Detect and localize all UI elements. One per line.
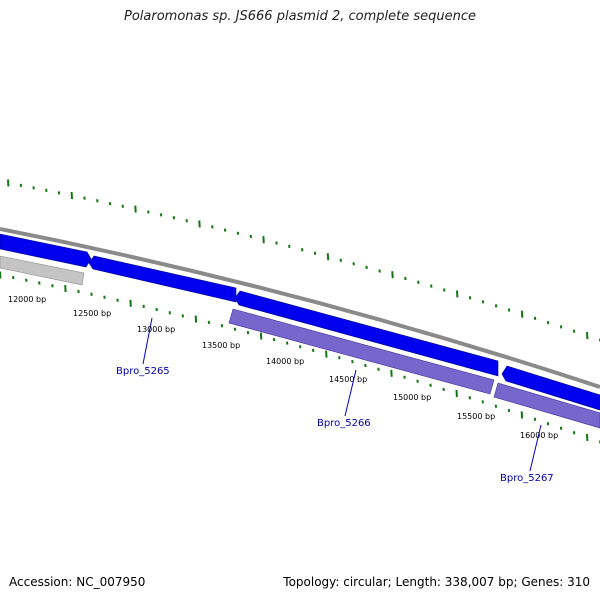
gene-reverse-1[interactable]	[228, 308, 495, 395]
gene-forward-4[interactable]	[501, 365, 600, 411]
outer-tick-marks	[7, 179, 600, 342]
gene-forward-1[interactable]	[0, 233, 92, 268]
gene-forward-3[interactable]	[234, 290, 499, 377]
tick-label-13500: 13500 bp	[202, 341, 240, 350]
tick-label-15000: 15000 bp	[393, 393, 431, 402]
gene-forward-2[interactable]	[88, 255, 237, 303]
backbone-line	[0, 227, 600, 389]
callout-line-bpro-5266	[344, 369, 357, 417]
tick-label-14500: 14500 bp	[329, 375, 367, 384]
accession-text: Accession: NC_007950	[9, 575, 146, 589]
inner-tick-marks	[0, 271, 600, 444]
tick-label-12000: 12000 bp	[8, 295, 46, 304]
gene-other-1[interactable]	[0, 255, 85, 286]
tick-label-16000: 16000 bp	[520, 431, 558, 440]
callout-line-bpro-5267	[529, 424, 542, 472]
callout-line-bpro-5265	[142, 317, 153, 365]
gene-label-bpro-5266[interactable]: Bpro_5266	[317, 418, 371, 429]
tick-label-15500: 15500 bp	[457, 412, 495, 421]
tick-label-14000: 14000 bp	[266, 357, 304, 366]
tick-label-13000: 13000 bp	[137, 325, 175, 334]
gene-label-bpro-5265[interactable]: Bpro_5265	[116, 366, 170, 377]
gene-reverse-2[interactable]	[493, 382, 600, 429]
tick-label-12500: 12500 bp	[73, 309, 111, 318]
gene-label-bpro-5267[interactable]: Bpro_5267	[500, 473, 554, 484]
topology-summary-text: Topology: circular; Length: 338,007 bp; …	[283, 575, 590, 589]
map-title: Polaromonas sp. JS666 plasmid 2, complet…	[123, 9, 476, 24]
